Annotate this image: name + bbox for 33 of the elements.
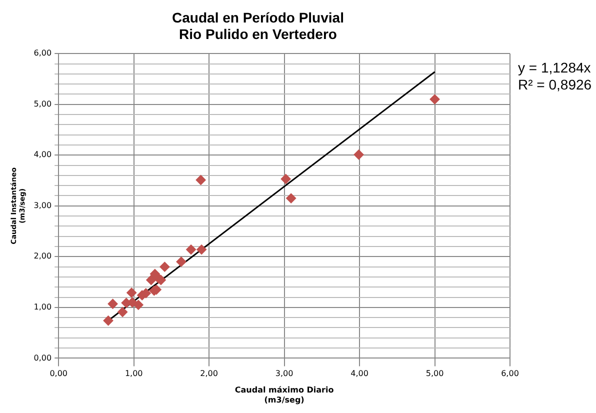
y-tick-label: 3,00 — [34, 200, 52, 210]
y-tick-label: 0,00 — [34, 353, 52, 362]
y-tick-label: 4,00 — [34, 150, 52, 160]
point — [354, 150, 364, 160]
x-tick-label: 3,00 — [275, 369, 294, 378]
point — [146, 275, 156, 286]
point — [133, 300, 144, 310]
y-tick-label: 1,00 — [34, 302, 52, 312]
x-tick-label: 6,00 — [501, 369, 519, 378]
point — [118, 307, 128, 318]
point — [108, 298, 118, 309]
point — [286, 193, 296, 204]
point — [430, 94, 440, 104]
point — [186, 244, 196, 255]
y-tick-label: 5,00 — [34, 99, 52, 108]
x-tick-label: 5,00 — [426, 369, 444, 378]
y-tick-label: 6,00 — [34, 48, 52, 58]
point — [280, 174, 291, 184]
point — [160, 262, 170, 272]
point — [126, 288, 137, 298]
y-tick-label: 2,00 — [34, 252, 52, 261]
x-tick-label: 1,00 — [124, 369, 143, 378]
x-tick-label: 4,00 — [350, 369, 368, 378]
text: R² = 0,8926 — [518, 76, 592, 92]
point — [196, 244, 207, 255]
point — [103, 316, 114, 326]
x-tick-label: 0,00 — [50, 369, 68, 378]
x-axis-title: Caudal máximo Diario (m3/seg) — [234, 386, 334, 404]
text: y = 1,1284x — [518, 59, 591, 76]
x-tick-label: 2,00 — [200, 369, 218, 378]
chart-title: Caudal en Período Pluvial Rio Pulido en Vertedero — [172, 9, 344, 42]
point — [176, 256, 186, 267]
point — [196, 175, 206, 186]
